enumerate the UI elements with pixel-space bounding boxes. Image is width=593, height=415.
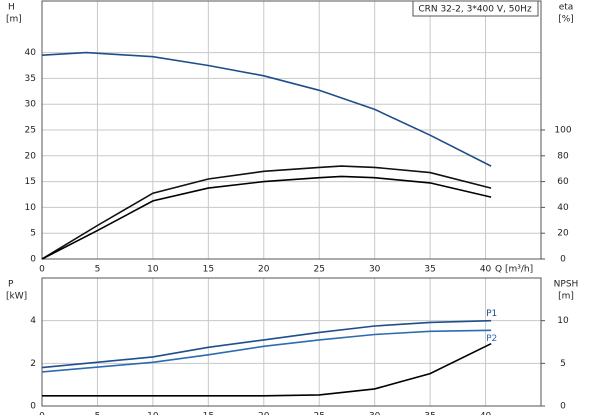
curve <box>41 51 492 167</box>
plot-area <box>42 278 541 406</box>
series-label: P2 <box>486 334 497 344</box>
y2-tick-label: 100 <box>554 126 571 136</box>
y-tick-label: 30 <box>25 100 37 110</box>
plot-frame <box>41 0 542 260</box>
y-label: H <box>8 3 15 13</box>
curve <box>41 165 492 260</box>
y2-tick-label: 0 <box>560 402 566 412</box>
y-tick-label: 4 <box>30 316 36 326</box>
y-unit: [kW] <box>6 292 27 302</box>
y2-tick-label: 60 <box>557 177 569 187</box>
curve <box>41 329 492 373</box>
x-tick-label: 0 <box>39 412 45 415</box>
y2-unit: [%] <box>558 15 574 25</box>
y-tick-label: 0 <box>30 255 36 265</box>
x-tick-label: 25 <box>313 265 324 275</box>
y-tick-label: 40 <box>25 48 37 58</box>
y2-tick-label: 0 <box>560 255 566 265</box>
x-tick-label: 20 <box>258 412 270 415</box>
y-tick-label: 2 <box>30 359 36 369</box>
x-tick-label: 40 <box>480 265 492 275</box>
y2-tick-label: 20 <box>557 229 569 239</box>
y-tick-label: 5 <box>30 229 36 239</box>
x-tick-label: 25 <box>313 412 324 415</box>
chart-title: CRN 32-2, 3*400 V, 50Hz <box>418 5 532 15</box>
y-tick-label: 10 <box>25 203 37 213</box>
x-label: Q [m³/h] <box>495 265 533 275</box>
x-tick-label: 0 <box>39 265 45 275</box>
x-tick-label: 30 <box>369 412 381 415</box>
y2-tick-label: 10 <box>557 316 569 326</box>
y-unit: [m] <box>6 15 22 25</box>
x-tick-label: 5 <box>95 412 101 415</box>
y-tick-label: 20 <box>25 151 37 161</box>
curve <box>41 175 492 260</box>
x-tick-label: 20 <box>258 265 270 275</box>
x-tick-label: 10 <box>147 412 159 415</box>
y-tick-label: 35 <box>25 74 36 84</box>
y2-tick-label: 5 <box>560 359 566 369</box>
x-tick-label: 5 <box>95 265 101 275</box>
x-tick-label: 35 <box>424 412 435 415</box>
x-tick-label: 30 <box>369 265 381 275</box>
y2-label: eta <box>559 3 574 13</box>
y-tick-label: 15 <box>25 177 36 187</box>
y2-tick-label: 80 <box>557 151 569 161</box>
x-tick-label: 40 <box>480 412 492 415</box>
y-tick-label: 25 <box>25 126 36 136</box>
x-tick-label: 10 <box>147 265 159 275</box>
curve <box>41 319 492 369</box>
y2-tick-label: 40 <box>557 203 569 213</box>
y-label: P <box>8 280 14 290</box>
plot-frame <box>41 277 542 407</box>
x-tick-label: 35 <box>424 265 435 275</box>
curve <box>42 342 492 397</box>
y2-unit: [m] <box>558 292 574 302</box>
y2-label: NPSH <box>554 280 579 290</box>
series-label: P1 <box>486 309 497 319</box>
title-box <box>412 0 539 17</box>
x-tick-label: 15 <box>203 265 214 275</box>
x-tick-label: 15 <box>203 412 214 415</box>
y-tick-label: 0 <box>30 402 36 412</box>
